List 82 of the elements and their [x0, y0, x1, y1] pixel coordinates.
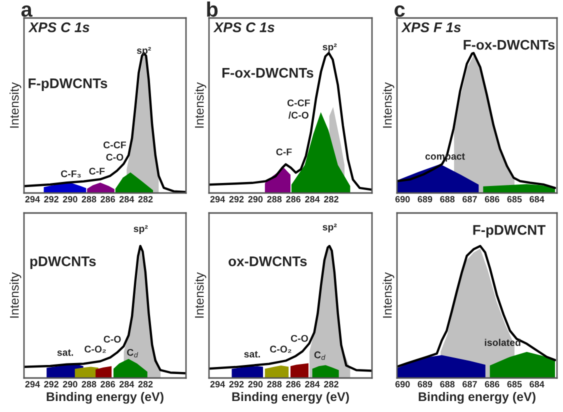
text: XPS C 1s — [28, 22, 90, 32]
annotation: F-ox-DWCNTs — [222, 68, 314, 78]
x-tick-label: 286 — [286, 196, 301, 202]
x-tick-label: 288 — [82, 196, 96, 202]
x-tick-label: 687 — [462, 196, 477, 202]
x-tick-label: 290 — [62, 196, 78, 202]
y-axis-title: Intensity — [10, 82, 22, 128]
x-tick-label: 684 — [530, 196, 544, 202]
annotation: C-F₃ — [61, 170, 81, 178]
x-tick-label: 684 — [530, 381, 544, 388]
x-tick-label: 294 — [210, 381, 226, 388]
annotation: pDWCNTs — [30, 256, 96, 269]
x-tick-label: 685 — [507, 196, 522, 202]
annotation: C-O₂ — [270, 346, 292, 353]
x-tick-label: 690 — [395, 196, 410, 202]
x-tick-label: 687 — [462, 381, 477, 388]
x-tick-label: 690 — [395, 381, 410, 388]
x-tick-label: 286 — [286, 381, 301, 388]
x-tick-label: 292 — [44, 196, 58, 202]
annotation: C-F — [276, 148, 292, 156]
text: sp² — [322, 224, 337, 232]
x-tick-label: 290 — [248, 381, 263, 388]
x-tick-label: 286 — [100, 381, 116, 388]
annotation: /C-O — [288, 111, 308, 119]
x-tick-label: 290 — [62, 381, 78, 388]
x-axis-title: Binding energy (eV) — [418, 392, 536, 404]
annotation: C-O — [106, 154, 124, 161]
x-tick-label: 284 — [119, 196, 134, 202]
x-tick-label: 689 — [418, 381, 432, 388]
x-tick-label: 294 — [25, 381, 40, 388]
text: F-pDWCNT — [473, 225, 546, 238]
chart-title: c — [394, 5, 405, 17]
text: XPS F 1s — [401, 22, 461, 32]
chart-title: a — [21, 5, 32, 17]
text: XPS C 1s — [213, 22, 274, 32]
annotation: sat. — [244, 351, 260, 358]
x-tick-label: 286 — [100, 196, 116, 202]
y-axis-title: Intensity — [382, 272, 394, 318]
x-axis-title: Binding energy (eV) — [232, 392, 349, 404]
x-tick-label: 282 — [138, 381, 153, 388]
annotation: C-O₂ — [84, 346, 106, 353]
text: sp² — [322, 43, 337, 52]
x-tick-label: 288 — [267, 381, 282, 388]
annotation: C-O — [290, 334, 308, 342]
x-tick-label: 685 — [507, 381, 522, 388]
x-tick-label: 282 — [138, 196, 153, 202]
annotation: F-pDWCNTs — [28, 78, 108, 91]
x-tick-label: 288 — [267, 196, 282, 202]
x-tick-label: 284 — [119, 381, 134, 388]
annotation: C-CF — [287, 99, 310, 106]
chart-title: b — [207, 2, 218, 17]
x-tick-label: 292 — [44, 381, 58, 388]
annotation: C$_{d}$ — [127, 348, 138, 358]
x-tick-label: 290 — [248, 196, 263, 202]
x-tick-label: 282 — [324, 196, 338, 202]
x-axis-title: Binding energy (eV) — [46, 392, 164, 404]
text: F-ox-DWCNTs — [464, 40, 555, 50]
annotation: ox-DWCNTs — [228, 256, 307, 266]
annotation: C$_{d}$ — [314, 351, 326, 360]
x-tick-label: 689 — [418, 196, 432, 202]
x-tick-label: 292 — [229, 381, 244, 388]
x-tick-label: 686 — [484, 381, 500, 388]
x-tick-label: 688 — [440, 196, 455, 202]
x-tick-label: 688 — [440, 381, 455, 388]
annotation: sat. — [57, 349, 74, 356]
annotation: C-O — [104, 336, 121, 343]
annotation: C-F — [89, 168, 105, 175]
x-tick-label: 292 — [229, 196, 244, 202]
y-axis-title: Intensity — [194, 272, 206, 318]
x-tick-label: 686 — [484, 196, 500, 202]
x-tick-label: 284 — [305, 381, 320, 388]
y-axis-title: Intensity — [10, 272, 22, 318]
annotation: isolated — [484, 338, 520, 346]
annotation: C-CF — [104, 141, 126, 148]
text: sp² — [134, 225, 148, 234]
x-tick-label: 282 — [324, 381, 338, 388]
x-tick-label: 288 — [82, 381, 96, 388]
x-tick-label: 284 — [305, 196, 320, 202]
y-axis-title: Intensity — [382, 82, 394, 128]
x-tick-label: 294 — [210, 196, 226, 202]
y-axis-title: Intensity — [194, 82, 206, 128]
x-tick-label: 294 — [25, 196, 40, 202]
